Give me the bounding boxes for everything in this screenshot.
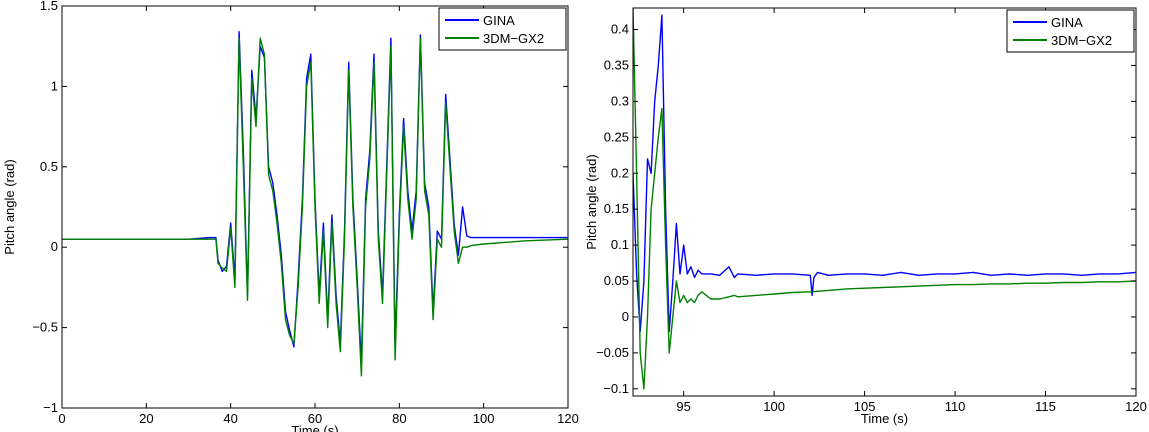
y-tick-label: −0.05 — [596, 345, 629, 360]
x-tick-label: 100 — [473, 411, 495, 426]
x-tick-label: 20 — [139, 411, 153, 426]
y-tick-label: −0.1 — [603, 381, 629, 396]
y-tick-label: −0.5 — [32, 320, 58, 335]
x-tick-label: 40 — [223, 411, 237, 426]
y-tick-label: 1 — [51, 78, 58, 93]
x-tick-label: 100 — [763, 399, 785, 414]
x-tick-label: 80 — [392, 411, 406, 426]
x-axis-label: Time (s) — [291, 423, 338, 432]
y-tick-label: 0.1 — [611, 237, 629, 252]
y-tick-label: −1 — [43, 400, 58, 415]
legend-label-2: 3DM−GX2 — [483, 31, 544, 46]
legend-label-1: GINA — [483, 13, 515, 28]
legend: GINA 3DM−GX2 — [1006, 9, 1135, 53]
y-axis-label: Pitch angle (rad) — [2, 159, 17, 254]
series-line-1 — [633, 14, 1136, 332]
x-tick-label: 115 — [1035, 399, 1056, 414]
y-tick-label: 1.5 — [40, 0, 58, 13]
chart-1: 0 20 40 60 80 100 120 −1 −0.5 0 0.5 1 1.5 Time (s) Pit… — [2, 0, 579, 432]
y-axis-label: Pitch angle (rad) — [584, 154, 599, 249]
x-tick-label: 110 — [945, 399, 966, 414]
y-tick-label: 0 — [622, 309, 629, 324]
legend-label-2: 3DM−GX2 — [1051, 33, 1112, 48]
x-tick-label: 120 — [557, 411, 579, 426]
legend: GINA 3DM−GX2 — [438, 7, 567, 51]
y-tick-label: 0.15 — [604, 201, 629, 216]
axes-box — [632, 7, 1137, 397]
legend-box — [438, 7, 567, 51]
y-tick-label: 0.2 — [611, 165, 629, 180]
series-line-2 — [633, 8, 1136, 390]
x-tick-label: 120 — [1125, 399, 1147, 414]
y-tick-label: 0.25 — [604, 129, 629, 144]
x-tick-label: 0 — [58, 411, 65, 426]
chart-2: 95 100 105 110 115 120 −0.1 −0.05 0 0.05 0.1 0.15 0.… — [584, 7, 1147, 426]
y-tick-label: 0.35 — [604, 57, 629, 72]
y-tick-label: 0.5 — [40, 159, 58, 174]
y-tick-label: 0.05 — [604, 273, 629, 288]
plot-area — [633, 8, 1136, 396]
series-line-2 — [62, 37, 568, 377]
legend-label-1: GINA — [1051, 15, 1083, 30]
y-tick-label: 0.4 — [611, 22, 629, 37]
x-tick-label: 95 — [676, 399, 690, 414]
y-tick-label: 0 — [51, 239, 58, 254]
x-tick-label: 60 — [308, 411, 322, 426]
x-tick-label: 105 — [854, 399, 876, 414]
x-axis-label: Time (s) — [861, 411, 908, 426]
legend-box — [1006, 9, 1135, 53]
y-tick-label: 0.3 — [611, 93, 629, 108]
